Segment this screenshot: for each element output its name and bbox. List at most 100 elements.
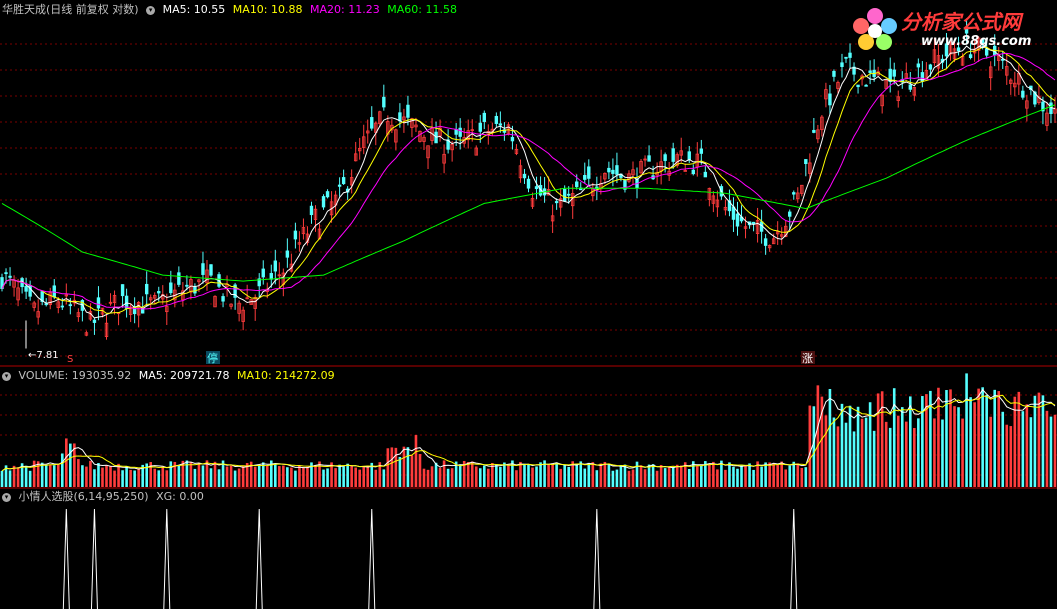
volume-bar: [563, 464, 566, 487]
volume-bar: [141, 464, 144, 487]
candle-body: [498, 123, 503, 126]
volume-bar: [760, 466, 763, 487]
candle-body: [478, 122, 482, 132]
volume-bar: [780, 461, 783, 487]
volume-bar: [121, 470, 124, 487]
volume-bar: [587, 462, 591, 487]
candle-body: [458, 127, 462, 137]
volume-bar: [185, 460, 189, 487]
volume-bar: [1013, 396, 1017, 487]
volume-bar: [852, 431, 856, 487]
candle-body: [956, 47, 961, 52]
candle-body: [1005, 66, 1009, 76]
volume-bar: [40, 462, 44, 487]
settings-dot-icon[interactable]: ▾: [2, 492, 11, 502]
volume-bar: [860, 418, 864, 487]
candle-body: [482, 112, 486, 122]
indicator-label: 小情人选股(6,14,95,250): [18, 490, 149, 503]
volume-bar: [32, 460, 36, 487]
volume-bar: [888, 427, 892, 487]
candle-body: [16, 287, 20, 301]
candle-body: [944, 43, 949, 57]
candle-body: [800, 184, 804, 194]
candle-body: [558, 198, 563, 208]
volume-bar: [828, 388, 832, 487]
volume-bar: [298, 465, 301, 487]
event-stop-label: 停: [207, 351, 218, 365]
candle-body: [820, 116, 824, 131]
candle-body: [32, 302, 36, 308]
candle-body: [611, 169, 615, 174]
volume-bar: [478, 468, 482, 487]
candle-body: [418, 130, 422, 142]
volume-bar: [631, 469, 635, 487]
candle-body: [402, 116, 406, 121]
ma60-label: MA60: 11.58: [387, 3, 457, 16]
volume-bar: [225, 466, 229, 487]
volume-bar: [993, 389, 997, 487]
candle-body: [779, 234, 784, 237]
candle-body: [607, 167, 611, 173]
volume-bar: [65, 438, 68, 487]
volume-bar: [535, 466, 538, 487]
volume-bar: [4, 465, 8, 487]
ma5-label: MA5: 10.55: [162, 3, 226, 16]
volume-bar: [933, 418, 936, 487]
volume-bar: [519, 461, 522, 487]
candle-body: [341, 177, 346, 185]
price-panel-header: 华胜天成(日线 前复权 对数) ▾ MA5: 10.55 MA10: 10.88…: [2, 3, 461, 17]
volume-bar: [286, 467, 289, 487]
candle-body: [104, 322, 109, 338]
candle-body: [763, 238, 768, 246]
ma10-line: [1, 46, 1056, 314]
volume-bar: [274, 463, 277, 487]
volume-bar: [209, 468, 213, 487]
volume-bar: [129, 469, 132, 487]
volume-bar: [44, 465, 48, 487]
volume-bar: [462, 460, 466, 487]
volume-bar: [69, 443, 72, 487]
settings-dot-icon[interactable]: ▾: [2, 371, 11, 381]
volume-bar: [237, 468, 241, 487]
volume-bar: [177, 465, 181, 487]
volume-bar: [414, 435, 418, 487]
volume-bar: [197, 463, 201, 487]
volume-bar: [700, 465, 703, 487]
volume-bar: [788, 465, 792, 487]
candle-body: [575, 181, 579, 188]
volume-ma10-label: MA10: 214272.09: [236, 369, 335, 382]
candle-body: [8, 275, 12, 278]
volume-ma10-line: [1, 394, 1056, 472]
candle-body: [193, 286, 197, 294]
candle-body: [771, 238, 776, 245]
candle-body: [406, 104, 410, 118]
volume-bar: [1049, 416, 1053, 487]
candle-body: [454, 129, 458, 135]
candle-body: [1021, 90, 1025, 98]
volume-bar: [607, 463, 611, 487]
candle-body: [321, 196, 326, 208]
candle-body: [948, 41, 953, 55]
volume-bar: [354, 467, 357, 487]
volume-bar: [921, 396, 924, 487]
volume-bar: [555, 462, 558, 487]
settings-dot-icon[interactable]: ▾: [146, 5, 156, 15]
candle-body: [892, 69, 896, 77]
site-logo: 分析家公式网 www.88gs.com: [849, 4, 1049, 54]
volume-bar: [495, 464, 498, 487]
candle-body: [349, 177, 354, 186]
ma10-label: MA10: 10.88: [232, 3, 303, 16]
candle-body: [144, 283, 149, 295]
volume-bar: [531, 467, 534, 487]
candle-body: [908, 84, 913, 90]
volume-bar: [539, 462, 542, 487]
volume-bar: [454, 461, 458, 487]
candle-body: [289, 263, 294, 272]
candle-body: [68, 304, 73, 307]
volume-panel-header: ▾ VOLUME: 193035.92 MA5: 209721.78 MA10:…: [2, 369, 339, 383]
volume-bar: [229, 465, 233, 487]
candle-body: [353, 153, 358, 162]
candle-body: [309, 205, 314, 216]
volume-bar: [720, 460, 723, 487]
